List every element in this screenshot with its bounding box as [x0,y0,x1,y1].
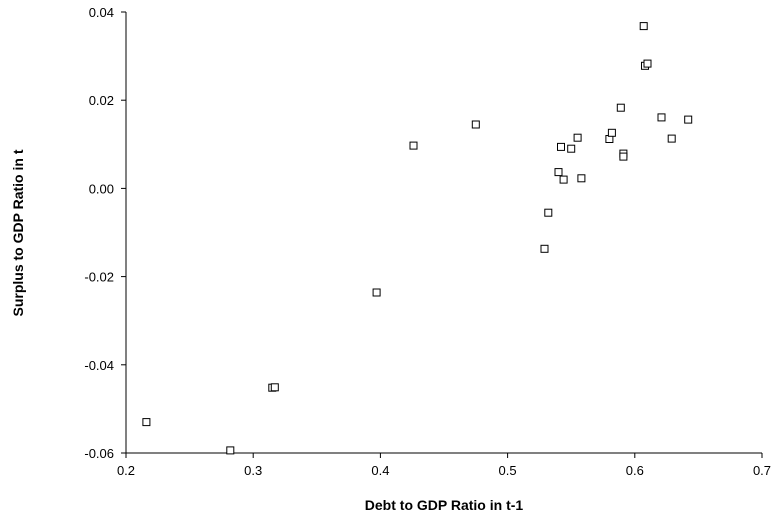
x-tick-label: 0.7 [753,463,771,478]
data-point [540,244,549,253]
x-axis-title: Debt to GDP Ratio in t-1 [365,497,524,513]
data-point [409,141,418,150]
data-point [557,142,565,151]
data-point [607,128,616,137]
x-tick-label: 0.2 [117,463,135,478]
data-point [270,383,279,392]
x-tick-label: 0.5 [499,463,517,478]
data-point [544,208,553,217]
data-point [372,288,381,297]
data-point [657,113,666,122]
data-point [643,59,652,68]
y-axis-title: Surplus to GDP Ratio in t [10,149,26,316]
x-tick-label: 0.6 [626,463,644,478]
data-point [142,418,151,427]
y-tick-label: 0.00 [89,181,114,196]
x-axis-ticks: 0.2 0.3 0.4 0.5 0.6 0.7 [117,453,771,478]
y-tick-label: 0.04 [89,5,114,20]
data-point [573,133,582,142]
data-point [639,22,648,31]
x-tick-label: 0.4 [371,463,389,478]
y-tick-label: -0.02 [84,270,114,285]
data-point [226,446,235,455]
data-point [616,103,625,112]
x-tick-label: 0.3 [244,463,262,478]
data-point [471,120,480,129]
data-point [559,175,568,184]
data-point [554,168,563,177]
y-tick-label: 0.02 [89,93,114,108]
y-axis-ticks: -0.06 -0.04 -0.02 0.00 0.02 0.04 [84,5,126,461]
plot-frame [125,12,762,454]
y-tick-label: -0.06 [84,446,114,461]
y-tick-label: -0.04 [84,358,114,373]
data-point [667,134,676,143]
data-point [619,152,628,161]
data-point [567,144,576,153]
data-points [142,22,693,455]
data-point [577,174,586,183]
data-point [684,115,693,124]
